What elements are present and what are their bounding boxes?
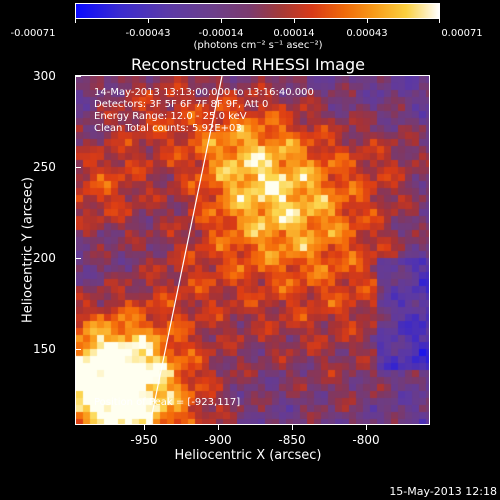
colorbar-tick-label: -0.00043 <box>125 28 171 39</box>
y-tick <box>75 349 81 350</box>
colorbar-tick <box>367 19 368 23</box>
colorbar-tick-label: -0.00014 <box>198 28 244 39</box>
colorbar-tick-label: -0.00071 <box>10 28 56 39</box>
energy-range-label: Energy Range: 12.0 - 25.0 keV <box>94 111 247 122</box>
colorbar-gradient <box>76 4 439 18</box>
x-tick <box>144 424 145 430</box>
timestamp: 15-May-2013 12:18 <box>389 485 497 498</box>
peak-position-label: Position of Peak = [-923,117] <box>94 397 241 408</box>
x-tick-label: -850 <box>278 433 306 447</box>
y-axis-label: Heliocentric Y (arcsec) <box>20 177 36 323</box>
y-tick-label: 200 <box>33 251 56 265</box>
x-tick-label: -950 <box>130 433 158 447</box>
chart-title: Reconstructed RHESSI Image <box>131 55 365 74</box>
x-tick <box>218 424 219 430</box>
x-tick <box>366 424 367 430</box>
y-tick-label: 150 <box>33 342 56 356</box>
colorbar-tick <box>221 19 222 23</box>
colorbar-tick-label: 0.00071 <box>441 28 483 39</box>
y-tick-label: 300 <box>33 69 56 83</box>
solar-limb-curve <box>149 76 223 424</box>
time-range-label: 14-May-2013 13:13:00.000 to 13:16:40.000 <box>94 87 314 98</box>
plot-area: 14-May-2013 13:13:00.000 to 13:16:40.000… <box>75 75 430 425</box>
colorbar-tick <box>294 19 295 23</box>
detectors-label: Detectors: 3F 5F 6F 7F 8F 9F, Att 0 <box>94 99 269 110</box>
colorbar-tick <box>75 19 76 23</box>
y-tick <box>75 167 81 168</box>
colorbar-tick <box>439 19 440 23</box>
colorbar <box>75 3 440 19</box>
x-tick-label: -800 <box>352 433 380 447</box>
counts-label: Clean Total counts: 5.92E+03 <box>94 123 242 134</box>
x-tick-label: -900 <box>204 433 232 447</box>
y-tick <box>75 76 81 77</box>
colorbar-tick-label: 0.00043 <box>346 28 388 39</box>
colorbar-tick-label: 0.00014 <box>273 28 315 39</box>
y-tick <box>75 258 81 259</box>
x-axis-label: Heliocentric X (arcsec) <box>174 448 322 463</box>
heatmap-image <box>76 76 429 424</box>
colorbar-units: (photons cm⁻² s⁻¹ asec⁻²) <box>193 40 323 51</box>
x-tick <box>292 424 293 430</box>
colorbar-tick <box>148 19 149 23</box>
y-tick-label: 250 <box>33 160 56 174</box>
